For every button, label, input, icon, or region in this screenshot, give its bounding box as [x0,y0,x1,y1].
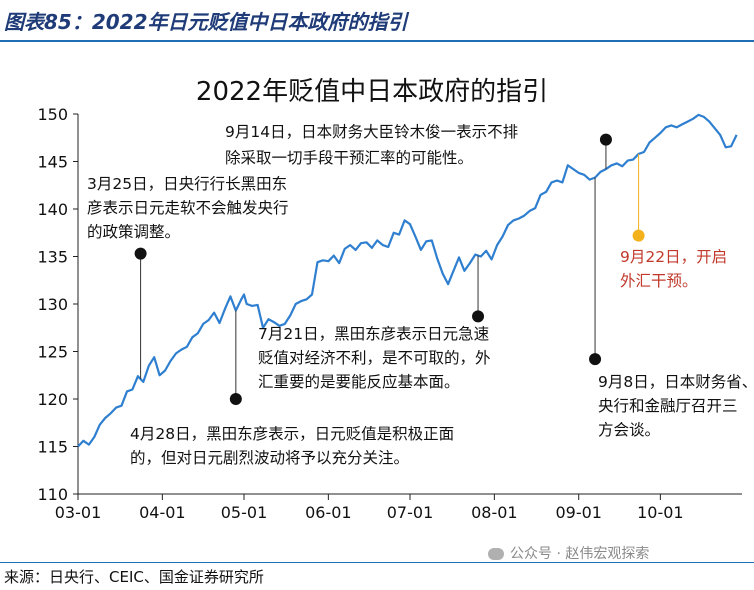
x-tick-label: 07-01 [387,503,434,520]
x-tick-label: 09-01 [555,503,602,520]
y-tick-label: 150 [37,105,68,124]
annotation-apr28-line: 的，但对日元剧烈波动将予以充分关注。 [130,449,409,467]
chart-title: 2022年贬值中日本政府的指引 [196,77,548,107]
annotation-sep8-marker [589,353,602,366]
x-tick-label: 03-01 [55,503,102,520]
y-tick-label: 120 [37,390,68,409]
y-tick-label: 125 [37,343,68,362]
annotation-sep8-line: 央行和金融厅召开三 [598,397,738,415]
annotation-mar25-line: 3月25日，日央行行长黑田东 [87,175,287,193]
x-tick-label: 04-01 [139,503,186,520]
annotation-sep14-marker [599,133,612,146]
annotation-sep22-line: 外汇干预。 [620,272,698,290]
x-tick-label: 10-01 [637,503,684,520]
annotation-jul21-line: 贬值对经济不利，是不可取的，外 [258,349,491,367]
annotation-sep8-line: 9月8日，日本财务省、 [598,373,754,391]
chart: 2022年贬值中日本政府的指引 110 115 120 125 130 135 140 145… [37,77,754,520]
annotation-sep14-line: 9月14日，日本财务大臣铃木俊一表示不排 [225,123,518,141]
annotation-mar25-marker [134,247,147,260]
y-tick-label: 140 [37,200,68,219]
annotation-sep8-text: 9月8日，日本财务省、央行和金融厅召开三方会谈。 [598,373,754,439]
wechat-icon [488,548,504,560]
x-tick-label: 08-01 [471,503,518,520]
annotation-mar25-line: 的政策调整。 [87,223,180,241]
y-tick-label: 135 [37,248,68,267]
annotation-sep22-marker [632,229,645,242]
annotation-apr28-line: 4月28日，黑田东彦表示，日元贬值是积极正面 [130,425,454,443]
annotation-sep14-text: 9月14日，日本财务大臣铃木俊一表示不排除采取一切手段干预汇率的可能性。 [225,123,518,167]
annotation-jul21-line: 7月21日，黑田东彦表示日元急速 [258,325,489,343]
annotation-jul21-marker [472,310,485,323]
watermark: 公众号 · 赵伟宏观探索 [488,543,649,563]
annotation-sep22-line: 9月22日，开启 [620,248,727,266]
annotation-apr28-text: 4月28日，黑田东彦表示，日元贬值是积极正面的，但对日元剧烈波动将予以充分关注。 [130,425,454,467]
annotation-mar25-line: 彦表示日元走软不会触发央行 [87,199,289,217]
annotation-jul21-text: 7月21日，黑田东彦表示日元急速贬值对经济不利，是不可取的，外汇重要的是要能反应… [258,325,491,391]
y-tick-label: 110 [37,485,68,504]
x-tick-label: 05-01 [221,503,268,520]
annotation-sep8-line: 方会谈。 [598,421,660,439]
source-note: 来源：日央行、CEIC、国金证券研究所 [4,568,264,586]
figure-title: 图表85：2022年日元贬值中日本政府的指引 [4,10,408,34]
y-tick-label: 115 [37,438,68,457]
series-line-usdjpy [77,113,738,448]
annotation-apr28-marker [229,393,242,405]
bottom-rule [0,562,754,563]
annotation-sep22-text: 9月22日，开启外汇干预。 [620,248,727,290]
y-tick-label: 130 [37,295,68,314]
watermark-text: 公众号 · 赵伟宏观探索 [510,546,650,562]
y-tick-label: 145 [37,153,68,172]
top-rule [0,40,754,42]
annotation-sep14-line: 除采取一切手段干预汇率的可能性。 [225,149,473,167]
annotation-jul21-line: 汇重要的是要能反应基本面。 [258,372,460,391]
annotation-mar25-text: 3月25日，日央行行长黑田东彦表示日元走软不会触发央行的政策调整。 [87,175,289,241]
x-tick-label: 06-01 [305,503,352,520]
